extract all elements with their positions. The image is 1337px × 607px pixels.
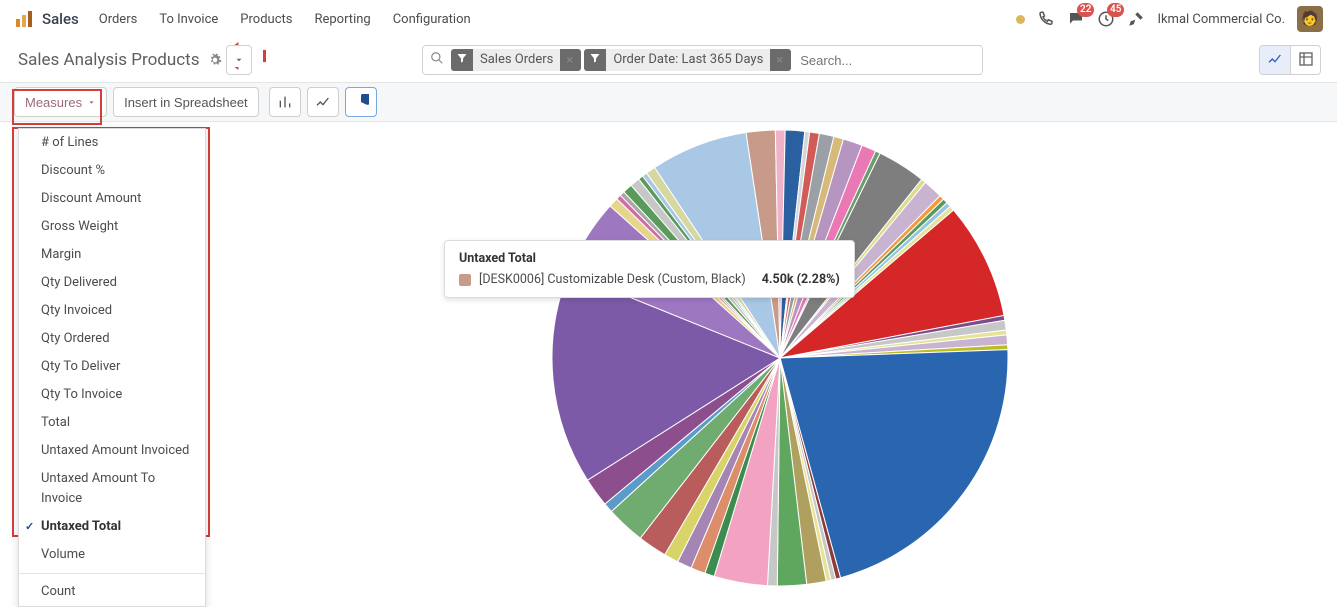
measure-item[interactable]: Qty Delivered [19, 269, 205, 297]
clock-icon[interactable]: 45 [1097, 10, 1115, 28]
close-icon[interactable]: × [560, 53, 579, 68]
measure-item[interactable]: Discount Amount [19, 185, 205, 213]
measure-item[interactable]: Qty To Deliver [19, 353, 205, 381]
close-icon[interactable]: × [770, 53, 789, 68]
nav-links: Orders To Invoice Products Reporting Con… [99, 12, 471, 27]
page-title: Sales Analysis Products [18, 50, 222, 70]
tooltip-value: 4.50k (2.28%) [762, 272, 840, 287]
view-switcher [1259, 45, 1321, 75]
measure-item[interactable]: Gross Weight [19, 213, 205, 241]
user-avatar[interactable]: 🧑 [1297, 6, 1323, 32]
measure-item[interactable]: Qty Invoiced [19, 297, 205, 325]
measures-button-label: Measures [25, 95, 82, 110]
gear-icon[interactable] [208, 53, 222, 67]
company-name[interactable]: Ikmal Commercial Co. [1157, 12, 1285, 27]
search-icon [423, 51, 451, 69]
view-graph-button[interactable] [1260, 46, 1290, 74]
funnel-icon [584, 52, 606, 68]
measure-item[interactable]: Untaxed Total [19, 513, 205, 541]
pie-chart[interactable] [440, 128, 1120, 598]
clock-badge: 45 [1107, 3, 1124, 17]
nav-link-configuration[interactable]: Configuration [393, 12, 471, 27]
chevron-down-icon [87, 98, 96, 107]
filter-chip-label: Sales Orders [473, 49, 560, 71]
measure-item[interactable]: Untaxed Amount Invoiced [19, 437, 205, 465]
phone-icon[interactable] [1037, 10, 1055, 28]
status-dot [1016, 15, 1025, 24]
chat-icon[interactable]: 22 [1067, 10, 1085, 28]
insert-spreadsheet-label: Insert in Spreadsheet [124, 95, 248, 110]
insert-spreadsheet-button[interactable]: Insert in Spreadsheet [113, 87, 259, 117]
search-bar[interactable]: Sales Orders × Order Date: Last 365 Days… [422, 45, 983, 75]
chart-pie-button[interactable] [345, 87, 377, 117]
nav-link-to-invoice[interactable]: To Invoice [159, 12, 218, 27]
filter-chip-order-date[interactable]: Order Date: Last 365 Days × [584, 49, 791, 71]
brand-title[interactable]: Sales [42, 10, 79, 28]
app-logo-icon [14, 9, 34, 29]
measure-item[interactable]: Volume [19, 541, 205, 569]
filter-chip-label: Order Date: Last 365 Days [606, 49, 770, 71]
chart-tooltip: Untaxed Total [DESK0006] Customizable De… [444, 240, 855, 298]
view-pivot-button[interactable] [1290, 46, 1320, 74]
measure-item[interactable]: Qty Ordered [19, 325, 205, 353]
funnel-icon [451, 52, 473, 68]
measures-dropdown: # of LinesDiscount %Discount AmountGross… [18, 128, 206, 607]
measures-button[interactable]: Measures [14, 87, 107, 117]
measure-item[interactable]: Qty To Invoice [19, 381, 205, 409]
measure-item[interactable]: # of Lines [19, 129, 205, 157]
tooltip-swatch [459, 274, 471, 286]
tooltip-title: Untaxed Total [459, 251, 840, 266]
nav-link-orders[interactable]: Orders [99, 12, 138, 27]
search-input[interactable] [794, 47, 982, 73]
measure-item[interactable]: Total [19, 409, 205, 437]
nav-link-products[interactable]: Products [240, 12, 292, 27]
nav-link-reporting[interactable]: Reporting [314, 12, 370, 27]
chat-badge: 22 [1077, 3, 1094, 17]
page-title-text: Sales Analysis Products [18, 50, 200, 70]
measure-item[interactable]: Margin [19, 241, 205, 269]
tooltip-label: [DESK0006] Customizable Desk (Custom, Bl… [479, 272, 746, 287]
tools-icon[interactable] [1127, 10, 1145, 28]
measure-item-count[interactable]: Count [19, 578, 205, 606]
filter-chip-sales-orders[interactable]: Sales Orders × [451, 49, 581, 71]
chart-area: Untaxed Total [DESK0006] Customizable De… [240, 128, 1321, 587]
measure-item[interactable]: Untaxed Amount To Invoice [19, 465, 205, 513]
measure-item[interactable]: Discount % [19, 157, 205, 185]
chart-bar-button[interactable] [269, 87, 301, 117]
chart-line-button[interactable] [307, 87, 339, 117]
